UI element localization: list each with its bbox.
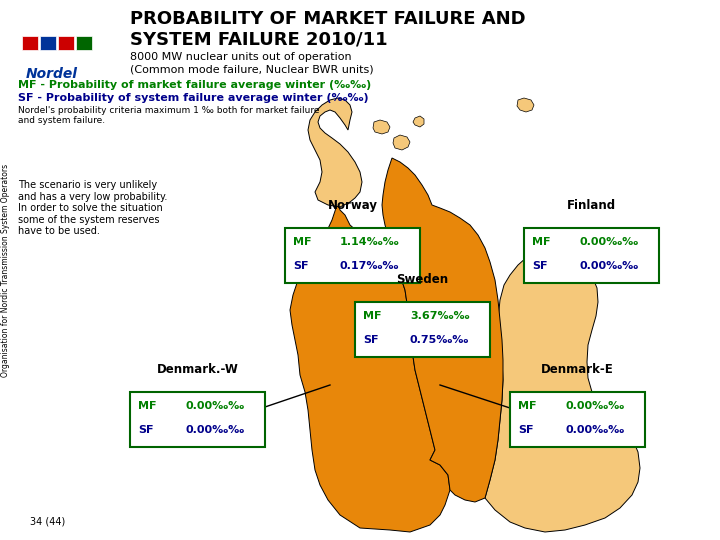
Text: 0.75‰‰: 0.75‰‰	[410, 335, 469, 345]
Text: Nordel's probability criteria maximum 1 ‰ both for market failure
and system fai: Nordel's probability criteria maximum 1 …	[18, 106, 320, 125]
Text: 0.00‰‰: 0.00‰‰	[565, 401, 624, 411]
Bar	[58, 36, 74, 50]
Text: PROBABILITY OF MARKET FAILURE AND: PROBABILITY OF MARKET FAILURE AND	[130, 10, 526, 28]
Text: SF: SF	[518, 425, 534, 435]
Text: Nordel: Nordel	[26, 67, 78, 81]
Text: Denmark.-W: Denmark.-W	[156, 363, 238, 376]
Bar	[40, 36, 56, 50]
FancyBboxPatch shape	[130, 392, 265, 447]
Polygon shape	[393, 135, 410, 150]
FancyBboxPatch shape	[285, 228, 420, 283]
Text: SF - Probability of system failure average winter (‰‰): SF - Probability of system failure avera…	[18, 93, 369, 103]
Text: MF: MF	[363, 311, 382, 321]
Text: SF: SF	[532, 261, 547, 271]
Text: Sweden: Sweden	[397, 273, 449, 286]
Polygon shape	[373, 120, 390, 134]
Text: 0.00‰‰: 0.00‰‰	[579, 237, 638, 247]
Text: 1.14‰‰: 1.14‰‰	[340, 237, 400, 247]
Text: 3.67‰‰: 3.67‰‰	[410, 311, 469, 321]
FancyBboxPatch shape	[355, 302, 490, 357]
Text: MF: MF	[138, 401, 156, 411]
Text: Organisation for Nordic Transmission System Operators: Organisation for Nordic Transmission Sys…	[1, 164, 11, 376]
Text: 8000 MW nuclear units out of operation: 8000 MW nuclear units out of operation	[130, 52, 351, 62]
Bar	[76, 36, 92, 50]
Polygon shape	[517, 98, 534, 112]
Text: The scenario is very unlikely
and has a very low probability.
In order to solve : The scenario is very unlikely and has a …	[18, 180, 167, 237]
Text: MF - Probability of market failure average winter (‰‰): MF - Probability of market failure avera…	[18, 80, 372, 90]
Text: 0.00‰‰: 0.00‰‰	[185, 425, 244, 435]
Text: MF: MF	[293, 237, 312, 247]
Text: 0.17‰‰: 0.17‰‰	[340, 261, 400, 271]
Text: Norway: Norway	[328, 199, 377, 212]
Text: MF: MF	[532, 237, 551, 247]
Text: MF: MF	[518, 401, 536, 411]
Polygon shape	[413, 116, 424, 127]
Polygon shape	[308, 98, 362, 207]
Text: SF: SF	[138, 425, 153, 435]
Bar	[22, 36, 38, 50]
Text: 34 (44): 34 (44)	[30, 516, 66, 526]
Text: 0.00‰‰: 0.00‰‰	[185, 401, 244, 411]
Text: (Common mode failure, Nuclear BWR units): (Common mode failure, Nuclear BWR units)	[130, 64, 374, 74]
Text: SYSTEM FAILURE 2010/11: SYSTEM FAILURE 2010/11	[130, 30, 387, 48]
Text: 0.00‰‰: 0.00‰‰	[565, 425, 624, 435]
Text: 0.00‰‰: 0.00‰‰	[579, 261, 638, 271]
Text: SF: SF	[363, 335, 379, 345]
Polygon shape	[290, 202, 450, 532]
Text: SF: SF	[293, 261, 308, 271]
FancyBboxPatch shape	[524, 228, 659, 283]
Text: Denmark-E: Denmark-E	[541, 363, 614, 376]
Polygon shape	[382, 158, 503, 502]
FancyBboxPatch shape	[510, 392, 645, 447]
Polygon shape	[485, 250, 640, 532]
Text: Finland: Finland	[567, 199, 616, 212]
